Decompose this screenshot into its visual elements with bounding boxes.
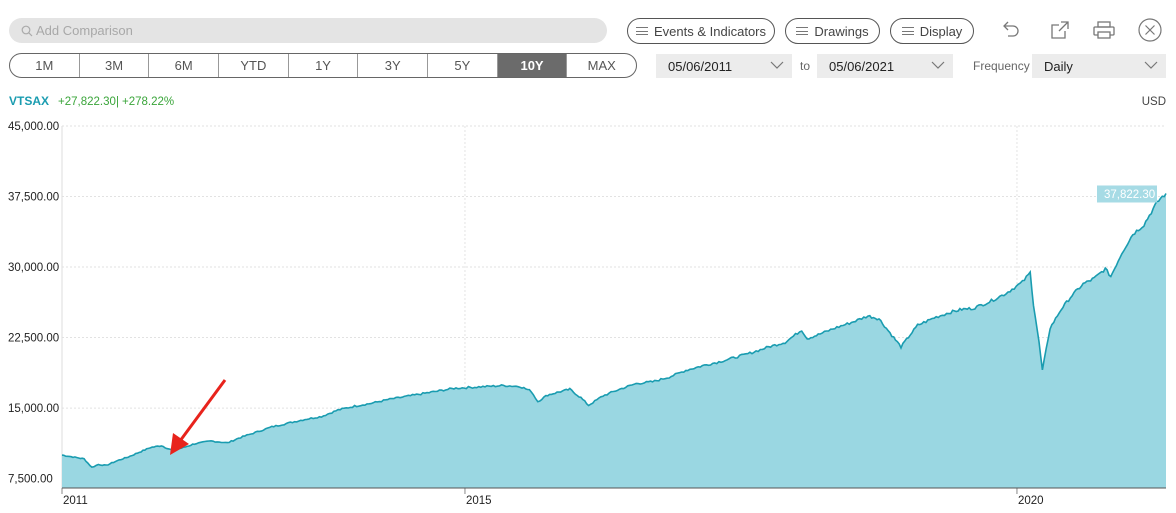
- annotation-arrow-shaft: [178, 379, 227, 442]
- drawings-label: Drawings: [814, 23, 869, 39]
- close-icon[interactable]: [1136, 16, 1164, 44]
- period-ytd[interactable]: YTD: [219, 54, 289, 77]
- chevron-down-icon: [931, 61, 945, 69]
- period-10y[interactable]: 10Y: [497, 54, 568, 77]
- last-value-label: 37,822.30: [1104, 189, 1155, 201]
- display-label: Display: [919, 23, 963, 39]
- chart-annotation: 37,822.30: [170, 185, 1157, 455]
- period-1m[interactable]: 1M: [10, 54, 80, 77]
- period-3m[interactable]: 3M: [80, 54, 150, 77]
- chart-plot: [61, 193, 1167, 488]
- add-comparison-input[interactable]: Add Comparison: [9, 18, 607, 43]
- y-tick-label: 22,500.00: [8, 333, 59, 345]
- popout-icon[interactable]: [1046, 16, 1074, 44]
- period-5y[interactable]: 5Y: [428, 54, 498, 77]
- price-chart[interactable]: VTSAX +27,822.30 | +278.22% USD 7,500.00…: [0, 90, 1176, 513]
- period-1y[interactable]: 1Y: [289, 54, 359, 77]
- drawings-button[interactable]: Drawings: [785, 18, 880, 44]
- undo-icon[interactable]: [996, 16, 1024, 44]
- annotation-arrow-head: [170, 433, 189, 455]
- period-3y[interactable]: 3Y: [358, 54, 429, 77]
- legend-separator: |: [116, 96, 119, 108]
- series-line: [61, 193, 1167, 468]
- x-tick-label: 2015: [466, 495, 492, 507]
- add-comparison-placeholder: Add Comparison: [36, 23, 133, 38]
- y-tick-label: 45,000.00: [8, 121, 59, 133]
- chevron-down-icon: [1144, 61, 1158, 69]
- display-button[interactable]: Display: [890, 18, 974, 44]
- y-tick-label: 37,500.00: [8, 192, 59, 204]
- events-indicators-button[interactable]: Events & Indicators: [627, 18, 775, 44]
- y-tick-label: 15,000.00: [8, 403, 59, 415]
- menu-icon: [901, 25, 914, 38]
- x-tick-label: 2011: [63, 495, 88, 507]
- period-6m[interactable]: 6M: [149, 54, 220, 77]
- y-tick-label: 7,500.00: [8, 474, 53, 486]
- legend-change-abs: +27,822.30: [58, 96, 116, 108]
- menu-icon: [796, 25, 809, 38]
- x-tick-label: 2020: [1018, 495, 1044, 507]
- chart-axes: 7,500.00 15,000.00 22,500.00 30,000.00 37,50…: [8, 121, 1166, 507]
- search-icon: [21, 25, 33, 36]
- date-range-to: to: [800, 59, 811, 73]
- events-indicators-label: Events & Indicators: [654, 23, 766, 39]
- currency-label: USD: [1142, 96, 1166, 108]
- start-date-value: 05/06/2011: [668, 58, 733, 74]
- legend-change-pct: +278.22%: [122, 96, 174, 108]
- period-max[interactable]: MAX: [587, 58, 616, 73]
- frequency-value: Daily: [1044, 58, 1073, 74]
- y-tick-label: 30,000.00: [8, 262, 59, 274]
- legend-ticker: VTSAX: [9, 94, 49, 108]
- chevron-down-icon: [770, 61, 784, 69]
- start-date-select[interactable]: 05/06/2011: [656, 54, 792, 78]
- end-date-value: 05/06/2021: [829, 58, 895, 74]
- menu-icon: [636, 25, 648, 38]
- print-icon[interactable]: [1090, 16, 1118, 44]
- period-selector: 1M 3M 6M YTD 1Y 3Y 5Y 10Y MAX: [9, 53, 637, 78]
- end-date-select[interactable]: 05/06/2021: [817, 54, 953, 78]
- last-value-badge: [1097, 185, 1157, 203]
- series-area: [62, 193, 1166, 488]
- frequency-label: Frequency: [973, 59, 1030, 73]
- frequency-select[interactable]: Daily: [1032, 54, 1166, 78]
